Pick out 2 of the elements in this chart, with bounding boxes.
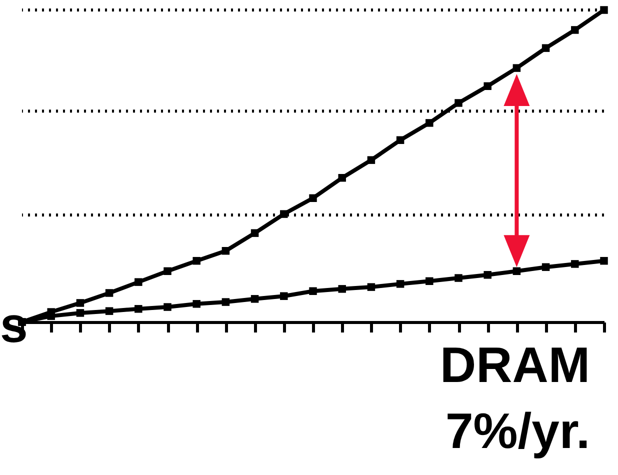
text: DRAM xyxy=(440,337,590,393)
text: 7%/yr. xyxy=(445,403,590,459)
